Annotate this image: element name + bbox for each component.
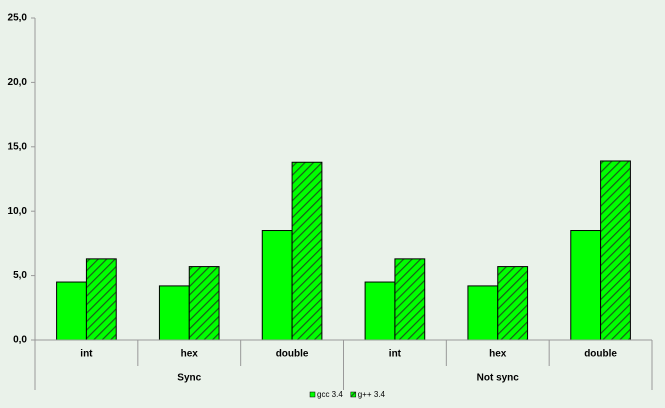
bar xyxy=(570,230,602,341)
y-tick-label: 20,0 xyxy=(8,77,28,88)
bar xyxy=(394,258,426,341)
x-tick-label: hex xyxy=(181,349,199,360)
bar xyxy=(261,230,293,341)
bar xyxy=(291,161,323,341)
x-tick-label: double xyxy=(584,349,617,360)
bar xyxy=(467,285,499,341)
group-label: Not sync xyxy=(477,373,520,384)
bar xyxy=(600,160,631,341)
y-tick-label: 5,0 xyxy=(13,270,27,281)
legend-swatch xyxy=(309,391,316,398)
bar xyxy=(497,266,529,341)
group-label: Sync xyxy=(177,373,201,384)
legend-swatch xyxy=(350,391,357,398)
x-tick-label: int xyxy=(389,349,402,360)
x-tick-label: int xyxy=(80,349,93,360)
bar xyxy=(364,281,396,341)
bar xyxy=(158,285,190,341)
bar xyxy=(85,258,117,341)
x-tick-label: double xyxy=(276,349,309,360)
legend-label: g++ 3.4 xyxy=(358,390,386,399)
x-tick-label: hex xyxy=(489,349,507,360)
legend-label: gcc 3.4 xyxy=(317,390,343,399)
bar xyxy=(56,281,87,341)
y-tick-label: 15,0 xyxy=(8,141,28,152)
y-tick-label: 25,0 xyxy=(8,13,28,24)
bar xyxy=(188,266,220,341)
y-tick-label: 10,0 xyxy=(8,206,28,217)
y-tick-label: 0,0 xyxy=(13,335,27,346)
